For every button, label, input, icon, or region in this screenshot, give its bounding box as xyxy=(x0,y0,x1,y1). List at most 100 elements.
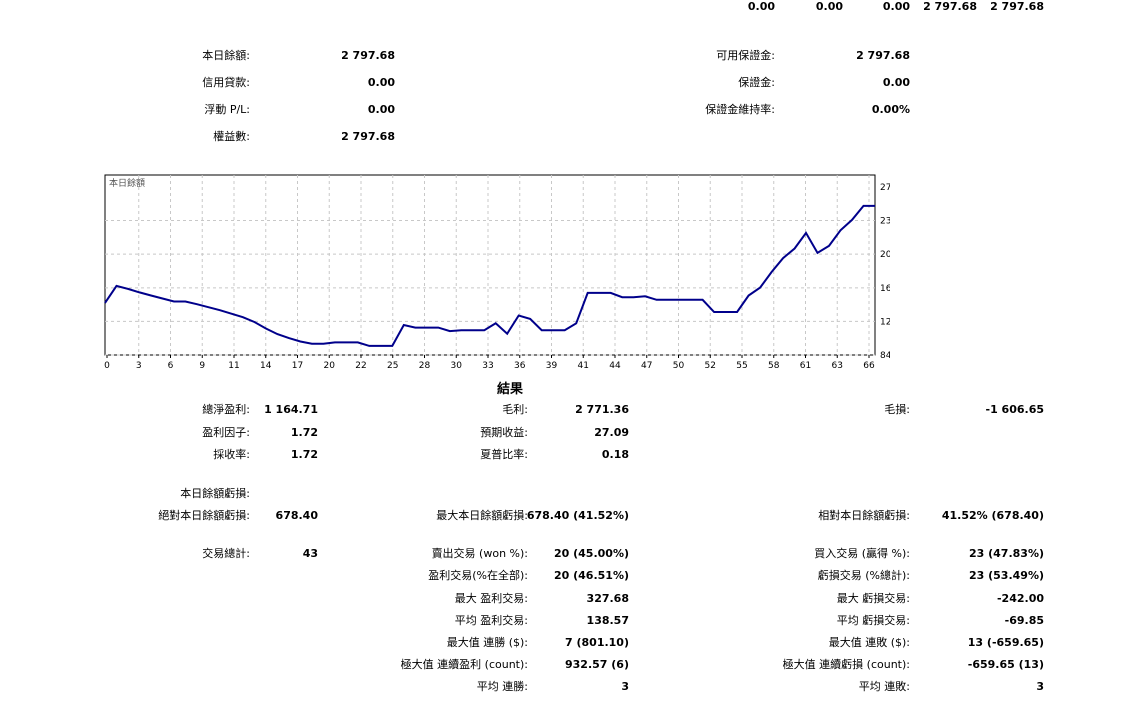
gross-profit-value: 2 771.36 xyxy=(575,403,629,416)
net-profit-label: 總淨盈利: xyxy=(202,403,250,416)
maximal-consecutive-loss-label: 極大值 連續虧損 (count): xyxy=(782,658,910,671)
expected-payoff-value: 27.09 xyxy=(594,426,629,439)
average-profit-trade-label: 平均 盈利交易: xyxy=(454,614,528,627)
gross-loss-value: -1 606.65 xyxy=(985,403,1045,416)
x-tick-label: 66 xyxy=(863,361,875,370)
max-consecutive-wins-value: 7 (801.10) xyxy=(565,636,629,649)
margin-value: 0.00 xyxy=(882,76,910,89)
balance-chart: 2778239220051618123284503691114172022252… xyxy=(104,174,890,370)
short-trades-label: 賣出交易 (won %): xyxy=(431,547,528,560)
free-margin-label: 可用保證金: xyxy=(716,49,775,62)
gross-loss-label: 毛損: xyxy=(884,403,910,416)
x-tick-label: 58 xyxy=(768,361,780,370)
sharpe-ratio-value: 0.18 xyxy=(601,448,629,461)
average-consecutive-wins-label: 平均 連勝: xyxy=(476,680,528,693)
x-tick-label: 22 xyxy=(355,361,366,370)
recovery-factor-label: 採收率: xyxy=(213,448,250,461)
top-value-2: 0.00 xyxy=(815,0,843,13)
x-tick-label: 14 xyxy=(260,361,272,370)
absolute-drawdown-label: 絕對本日餘額虧損: xyxy=(158,509,250,522)
top-value-4: 2 797.68 xyxy=(923,0,977,13)
x-tick-label: 33 xyxy=(482,361,493,370)
profit-factor-value: 1.72 xyxy=(290,426,318,439)
y-tick-label: 1232 xyxy=(880,317,890,327)
margin-level-label: 保證金維持率: xyxy=(705,103,775,116)
balance-label: 本日餘額: xyxy=(202,49,250,62)
x-tick-label: 28 xyxy=(419,361,431,370)
y-tick-label: 2392 xyxy=(880,217,890,227)
y-tick-label: 845 xyxy=(880,351,890,361)
profit-trades-label: 盈利交易(%在全部): xyxy=(428,569,528,582)
x-tick-label: 63 xyxy=(832,361,843,370)
y-tick-label: 2778 xyxy=(880,183,890,193)
x-tick-label: 0 xyxy=(104,361,110,370)
drawdown-header: 本日餘額虧損: xyxy=(180,487,250,500)
maximal-drawdown-value: 678.40 (41.52%) xyxy=(526,509,629,522)
y-tick-label: 1618 xyxy=(880,284,890,294)
recovery-factor-value: 1.72 xyxy=(290,448,318,461)
x-tick-label: 17 xyxy=(292,361,303,370)
long-trades-label: 買入交易 (贏得 %): xyxy=(814,547,910,560)
margin-label: 保證金: xyxy=(738,76,775,89)
x-tick-label: 20 xyxy=(324,361,336,370)
max-consecutive-losses-label: 最大值 連敗 ($): xyxy=(828,636,910,649)
absolute-drawdown-value: 678.40 xyxy=(275,509,318,522)
equity-label: 權益數: xyxy=(213,130,250,143)
x-tick-label: 25 xyxy=(387,361,398,370)
x-tick-label: 50 xyxy=(673,361,685,370)
average-consecutive-losses-label: 平均 連敗: xyxy=(858,680,910,693)
x-tick-label: 39 xyxy=(546,361,558,370)
floating-pl-label: 浮動 P/L: xyxy=(204,103,250,116)
average-consecutive-losses-value: 3 xyxy=(1036,680,1044,693)
average-consecutive-wins-value: 3 xyxy=(621,680,629,693)
maximal-drawdown-label: 最大本日餘額虧損: xyxy=(436,509,528,522)
free-margin-value: 2 797.68 xyxy=(856,49,910,62)
chart-frame xyxy=(104,174,876,356)
maximal-consecutive-profit-label: 極大值 連續盈利 (count): xyxy=(400,658,528,671)
y-tick-label: 2005 xyxy=(880,250,890,260)
expected-payoff-label: 預期收益: xyxy=(480,426,528,439)
largest-profit-trade-value: 327.68 xyxy=(586,592,629,605)
maximal-consecutive-profit-value: 932.57 (6) xyxy=(565,658,629,671)
average-profit-trade-value: 138.57 xyxy=(586,614,629,627)
short-trades-value: 20 (45.00%) xyxy=(553,547,629,560)
x-tick-label: 47 xyxy=(641,361,652,370)
net-profit-value: 1 164.71 xyxy=(264,403,318,416)
x-tick-label: 52 xyxy=(705,361,716,370)
x-tick-label: 55 xyxy=(736,361,747,370)
average-loss-trade-label: 平均 虧損交易: xyxy=(836,614,910,627)
total-trades-value: 43 xyxy=(302,547,318,560)
margin-level-value: 0.00% xyxy=(871,103,910,116)
average-loss-trade-value: -69.85 xyxy=(1004,614,1044,627)
x-tick-label: 9 xyxy=(199,361,205,370)
top-value-3: 0.00 xyxy=(882,0,910,13)
x-tick-label: 36 xyxy=(514,361,526,370)
max-consecutive-wins-label: 最大值 連勝 ($): xyxy=(446,636,528,649)
loss-trades-label: 虧損交易 (%總計): xyxy=(817,569,910,582)
credit-value: 0.00 xyxy=(367,76,395,89)
x-tick-label: 44 xyxy=(609,361,621,370)
loss-trades-value: 23 (53.49%) xyxy=(968,569,1044,582)
profit-factor-label: 盈利因子: xyxy=(202,426,250,439)
largest-profit-trade-label: 最大 盈利交易: xyxy=(454,592,528,605)
sharpe-ratio-label: 夏普比率: xyxy=(480,448,528,461)
x-tick-label: 3 xyxy=(136,361,142,370)
x-tick-label: 41 xyxy=(578,361,589,370)
x-tick-label: 61 xyxy=(800,361,811,370)
floating-pl-value: 0.00 xyxy=(367,103,395,116)
credit-label: 信用貸款: xyxy=(202,76,250,89)
relative-drawdown-value: 41.52% (678.40) xyxy=(941,509,1044,522)
relative-drawdown-label: 相對本日餘額虧損: xyxy=(818,509,910,522)
maximal-consecutive-loss-value: -659.65 (13) xyxy=(967,658,1044,671)
max-consecutive-losses-value: 13 (-659.65) xyxy=(967,636,1044,649)
balance-series-line xyxy=(104,204,875,347)
profit-trades-value: 20 (46.51%) xyxy=(553,569,629,582)
x-tick-label: 6 xyxy=(168,361,174,370)
x-tick-label: 11 xyxy=(228,361,239,370)
gross-profit-label: 毛利: xyxy=(502,403,528,416)
top-value-1: 0.00 xyxy=(747,0,775,13)
results-title: 結果 xyxy=(496,382,523,397)
equity-value: 2 797.68 xyxy=(341,130,395,143)
total-trades-label: 交易總計: xyxy=(202,547,250,560)
top-value-5: 2 797.68 xyxy=(990,0,1044,13)
